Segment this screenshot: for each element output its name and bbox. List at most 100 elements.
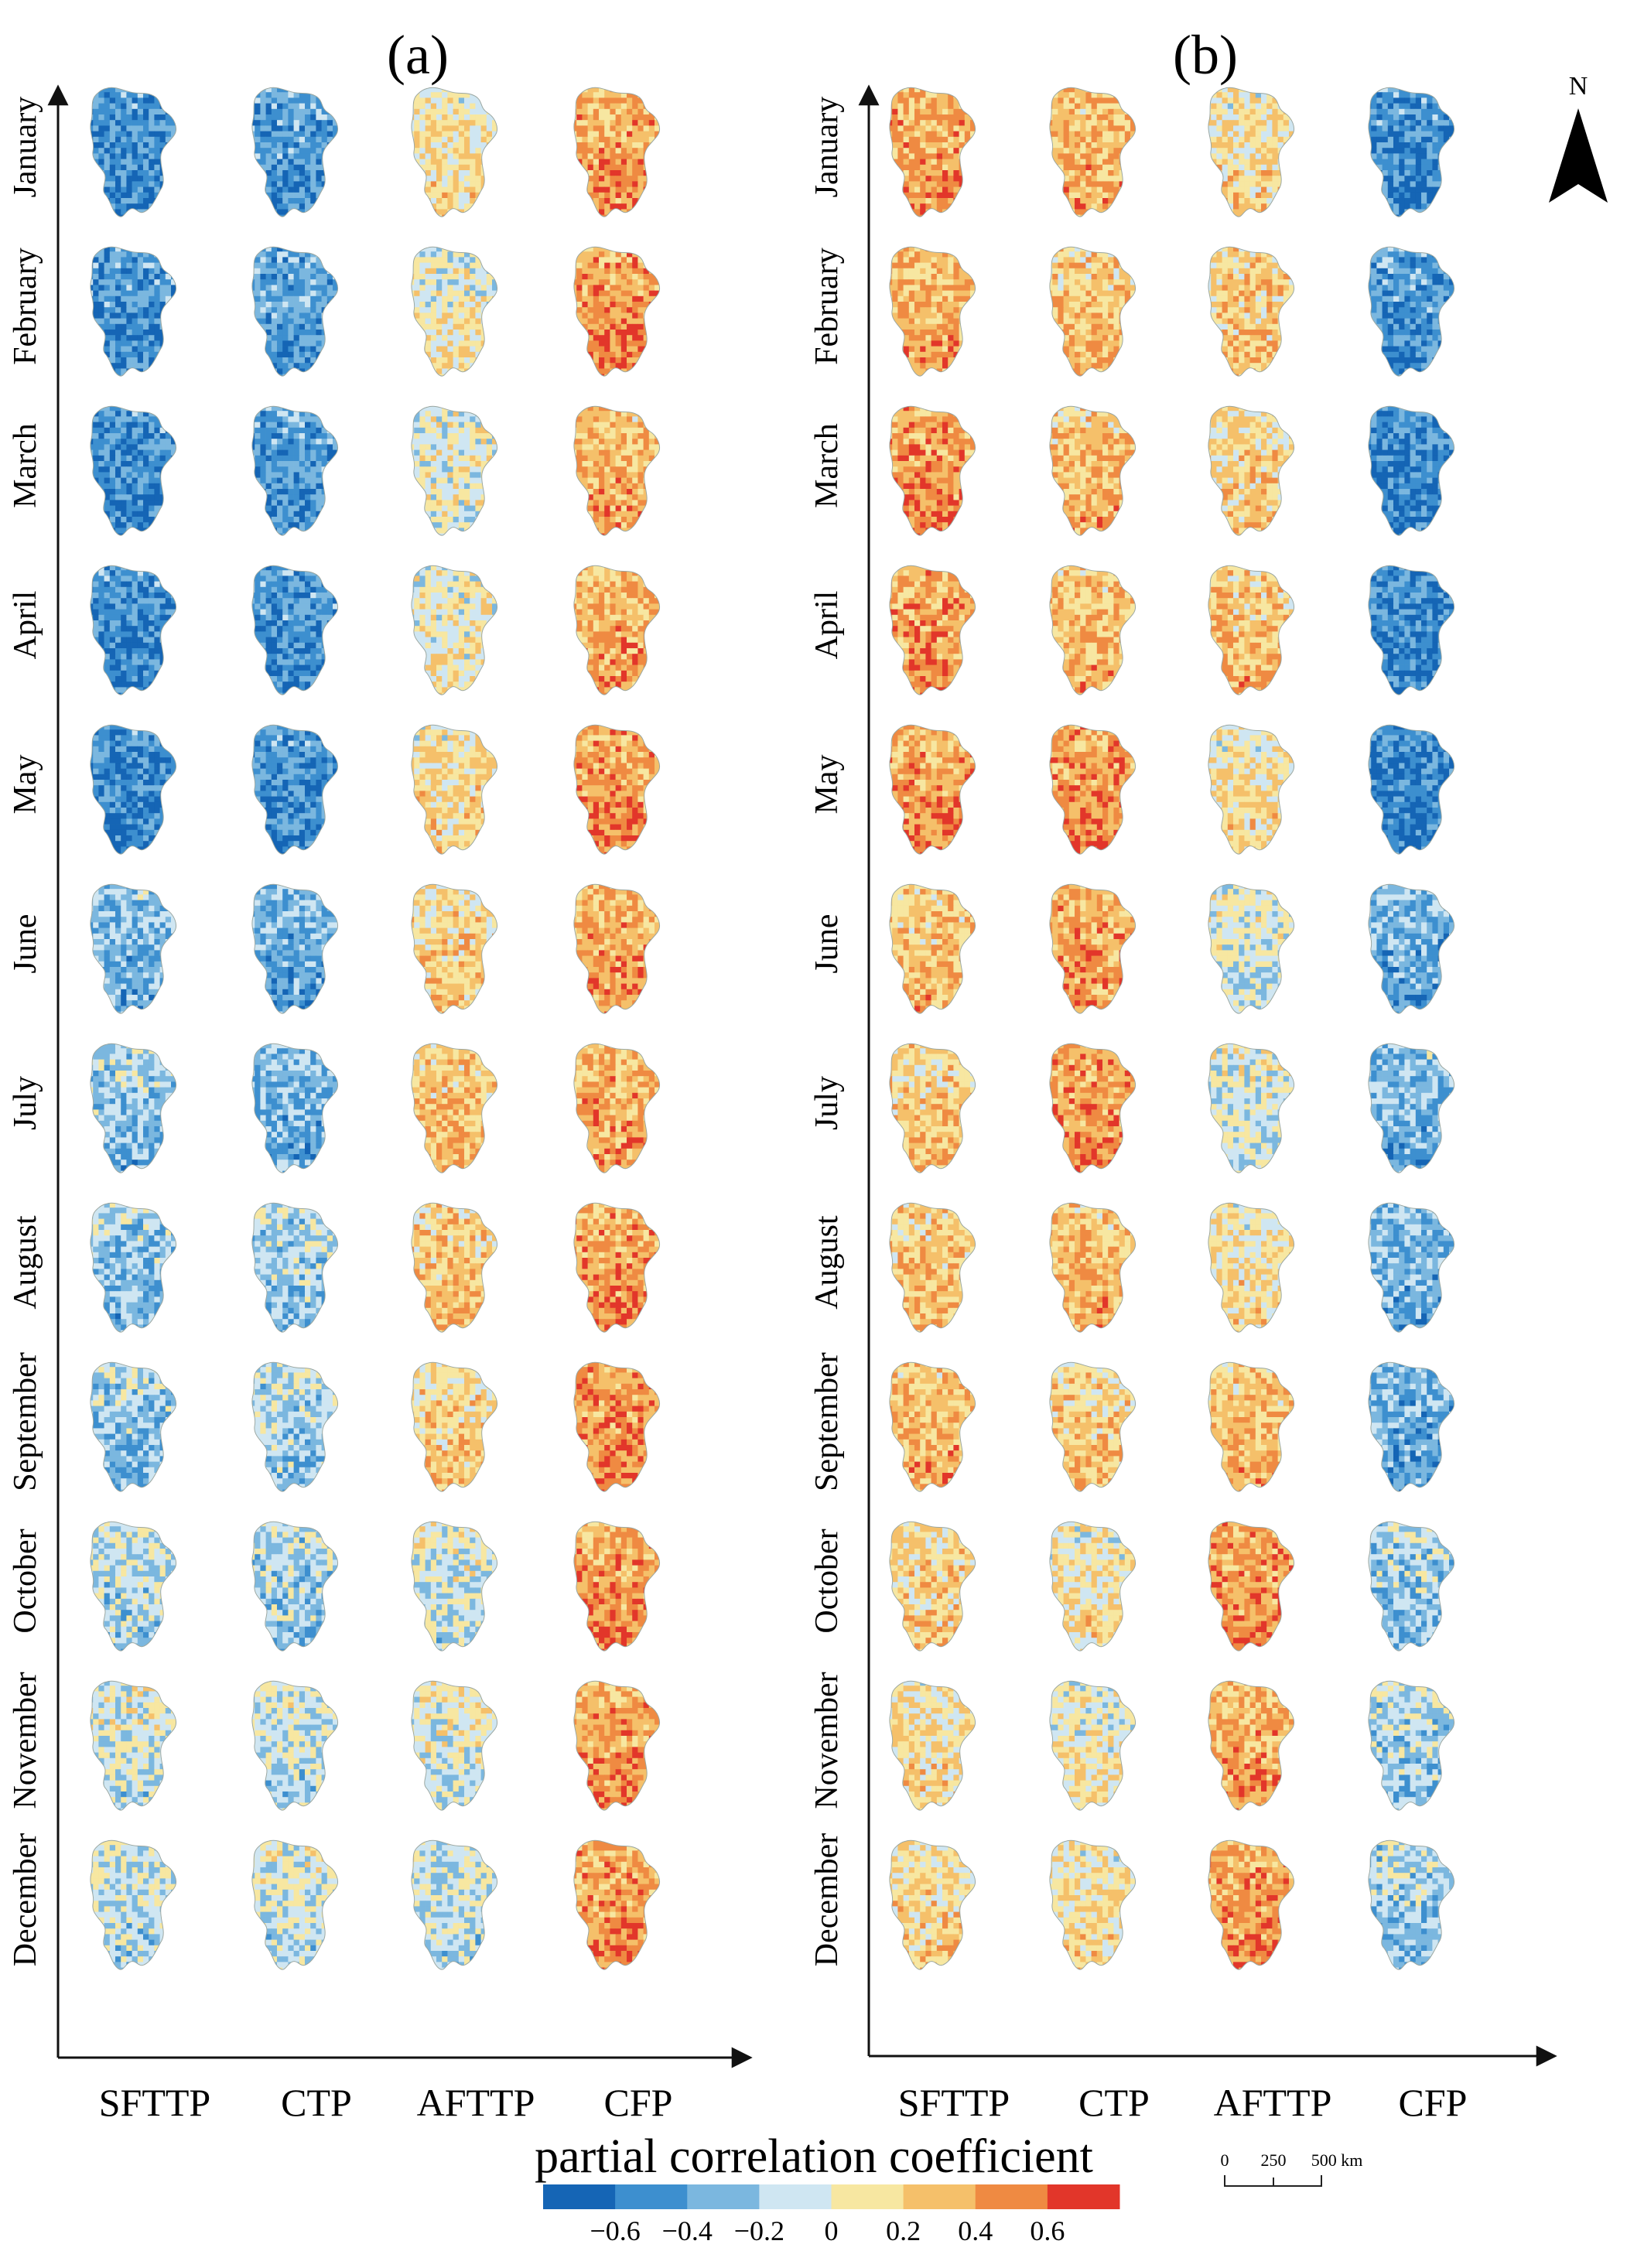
month-label-january: January <box>8 97 43 198</box>
map-a-august-cfp <box>573 1202 660 1333</box>
map-b-march-ctp <box>1049 405 1136 536</box>
month-label-july: July <box>809 1076 845 1130</box>
map-a-june-ctp <box>251 883 338 1014</box>
map-a-june-sfttp <box>90 883 176 1014</box>
month-label-february: February <box>8 248 43 365</box>
map-b-september-afttp <box>1208 1361 1294 1492</box>
month-label-august: August <box>809 1215 845 1310</box>
map-b-november-ctp <box>1049 1680 1136 1811</box>
map-b-september-cfp <box>1368 1361 1454 1492</box>
map-b-january-afttp <box>1208 87 1294 217</box>
month-label-august: August <box>8 1215 43 1310</box>
map-a-october-ctp <box>251 1521 338 1651</box>
map-b-august-cfp <box>1368 1202 1454 1333</box>
map-a-may-cfp <box>573 724 660 855</box>
map-a-september-ctp <box>251 1361 338 1492</box>
scale-label-250: 250 <box>1261 2150 1287 2170</box>
map-a-june-afttp <box>411 883 497 1014</box>
map-b-may-ctp <box>1049 724 1136 855</box>
month-label-april: April <box>8 591 43 660</box>
map-a-july-ctp <box>251 1043 338 1173</box>
legend-swatch-0 <box>543 2184 616 2209</box>
map-b-february-cfp <box>1368 246 1454 377</box>
month-label-january: January <box>809 97 845 198</box>
column-label-sfttp: SFTTP <box>898 2081 1010 2124</box>
map-b-april-sfttp <box>889 565 976 695</box>
map-a-february-afttp <box>411 246 497 377</box>
column-label-afttp: AFTTP <box>1214 2081 1332 2124</box>
column-label-ctp: CTP <box>281 2081 352 2124</box>
map-b-november-cfp <box>1368 1680 1454 1811</box>
map-b-may-afttp <box>1208 724 1294 855</box>
month-label-december: December <box>8 1833 43 1967</box>
map-a-july-afttp <box>411 1043 497 1173</box>
legend-tick-5: 0.4 <box>958 2215 993 2246</box>
month-label-july: July <box>8 1076 43 1130</box>
map-b-may-sfttp <box>889 724 976 855</box>
map-a-february-ctp <box>251 246 338 377</box>
map-b-august-afttp <box>1208 1202 1294 1333</box>
map-b-july-sfttp <box>889 1043 976 1173</box>
map-a-november-cfp <box>573 1680 660 1811</box>
legend-swatch-7 <box>1047 2184 1120 2209</box>
map-a-april-cfp <box>573 565 660 695</box>
map-b-november-afttp <box>1208 1680 1294 1811</box>
map-b-december-afttp <box>1208 1839 1294 1970</box>
panel-b-column-labels: SFTTP CTP AFTTP CFP <box>898 2081 1468 2124</box>
legend-colorbar <box>543 2184 1120 2209</box>
map-a-september-cfp <box>573 1361 660 1492</box>
map-b-november-sfttp <box>889 1680 976 1811</box>
map-a-march-ctp <box>251 405 338 536</box>
map-b-june-ctp <box>1049 883 1136 1014</box>
map-a-may-afttp <box>411 724 497 855</box>
month-label-february: February <box>809 248 845 365</box>
north-arrow: N <box>1549 72 1608 203</box>
map-a-august-sfttp <box>90 1202 176 1333</box>
map-a-december-afttp <box>411 1839 497 1970</box>
legend: partial correlation coefficient −0.6 −0.4… <box>535 2130 1120 2246</box>
month-label-june: June <box>8 914 43 974</box>
map-b-march-cfp <box>1368 405 1454 536</box>
panel-a-column-labels: SFTTP CTP AFTTP CFP <box>99 2081 673 2124</box>
map-a-september-afttp <box>411 1361 497 1492</box>
map-b-august-ctp <box>1049 1202 1136 1333</box>
legend-tick-4: 0.2 <box>886 2215 921 2246</box>
month-label-may: May <box>8 755 43 815</box>
map-b-may-cfp <box>1368 724 1454 855</box>
map-a-november-ctp <box>251 1680 338 1811</box>
map-a-december-sfttp <box>90 1839 176 1970</box>
legend-swatch-4 <box>831 2184 904 2209</box>
map-a-april-ctp <box>251 565 338 695</box>
map-a-october-sfttp <box>90 1521 176 1651</box>
month-label-december: December <box>809 1833 845 1967</box>
map-grid <box>90 87 1454 1970</box>
map-b-january-sfttp <box>889 87 976 217</box>
map-b-january-cfp <box>1368 87 1454 217</box>
map-a-march-sfttp <box>90 405 176 536</box>
legend-swatch-1 <box>615 2184 688 2209</box>
map-a-january-cfp <box>573 87 660 217</box>
map-a-march-cfp <box>573 405 660 536</box>
month-label-september: September <box>809 1352 845 1491</box>
map-a-august-ctp <box>251 1202 338 1333</box>
legend-tick-2: −0.2 <box>734 2215 784 2246</box>
legend-ticks: −0.6 −0.4 −0.2 0 0.2 0.4 0.6 <box>590 2215 1065 2246</box>
map-b-april-afttp <box>1208 565 1294 695</box>
map-a-june-cfp <box>573 883 660 1014</box>
month-label-september: September <box>8 1352 43 1491</box>
map-a-april-sfttp <box>90 565 176 695</box>
map-a-may-sfttp <box>90 724 176 855</box>
legend-swatch-5 <box>903 2184 976 2209</box>
map-b-february-afttp <box>1208 246 1294 377</box>
map-b-april-ctp <box>1049 565 1136 695</box>
map-a-november-sfttp <box>90 1680 176 1811</box>
map-a-october-afttp <box>411 1521 497 1651</box>
legend-tick-3: 0 <box>825 2215 839 2246</box>
scale-bar-line <box>1224 2175 1322 2187</box>
map-b-april-cfp <box>1368 565 1454 695</box>
panel-b-month-labels: January February March April May June July Augu… <box>809 97 845 1967</box>
scale-bar: 0 250 500 km <box>1221 2150 1362 2187</box>
map-b-october-afttp <box>1208 1521 1294 1651</box>
map-b-july-afttp <box>1208 1043 1294 1173</box>
map-a-july-cfp <box>573 1043 660 1173</box>
